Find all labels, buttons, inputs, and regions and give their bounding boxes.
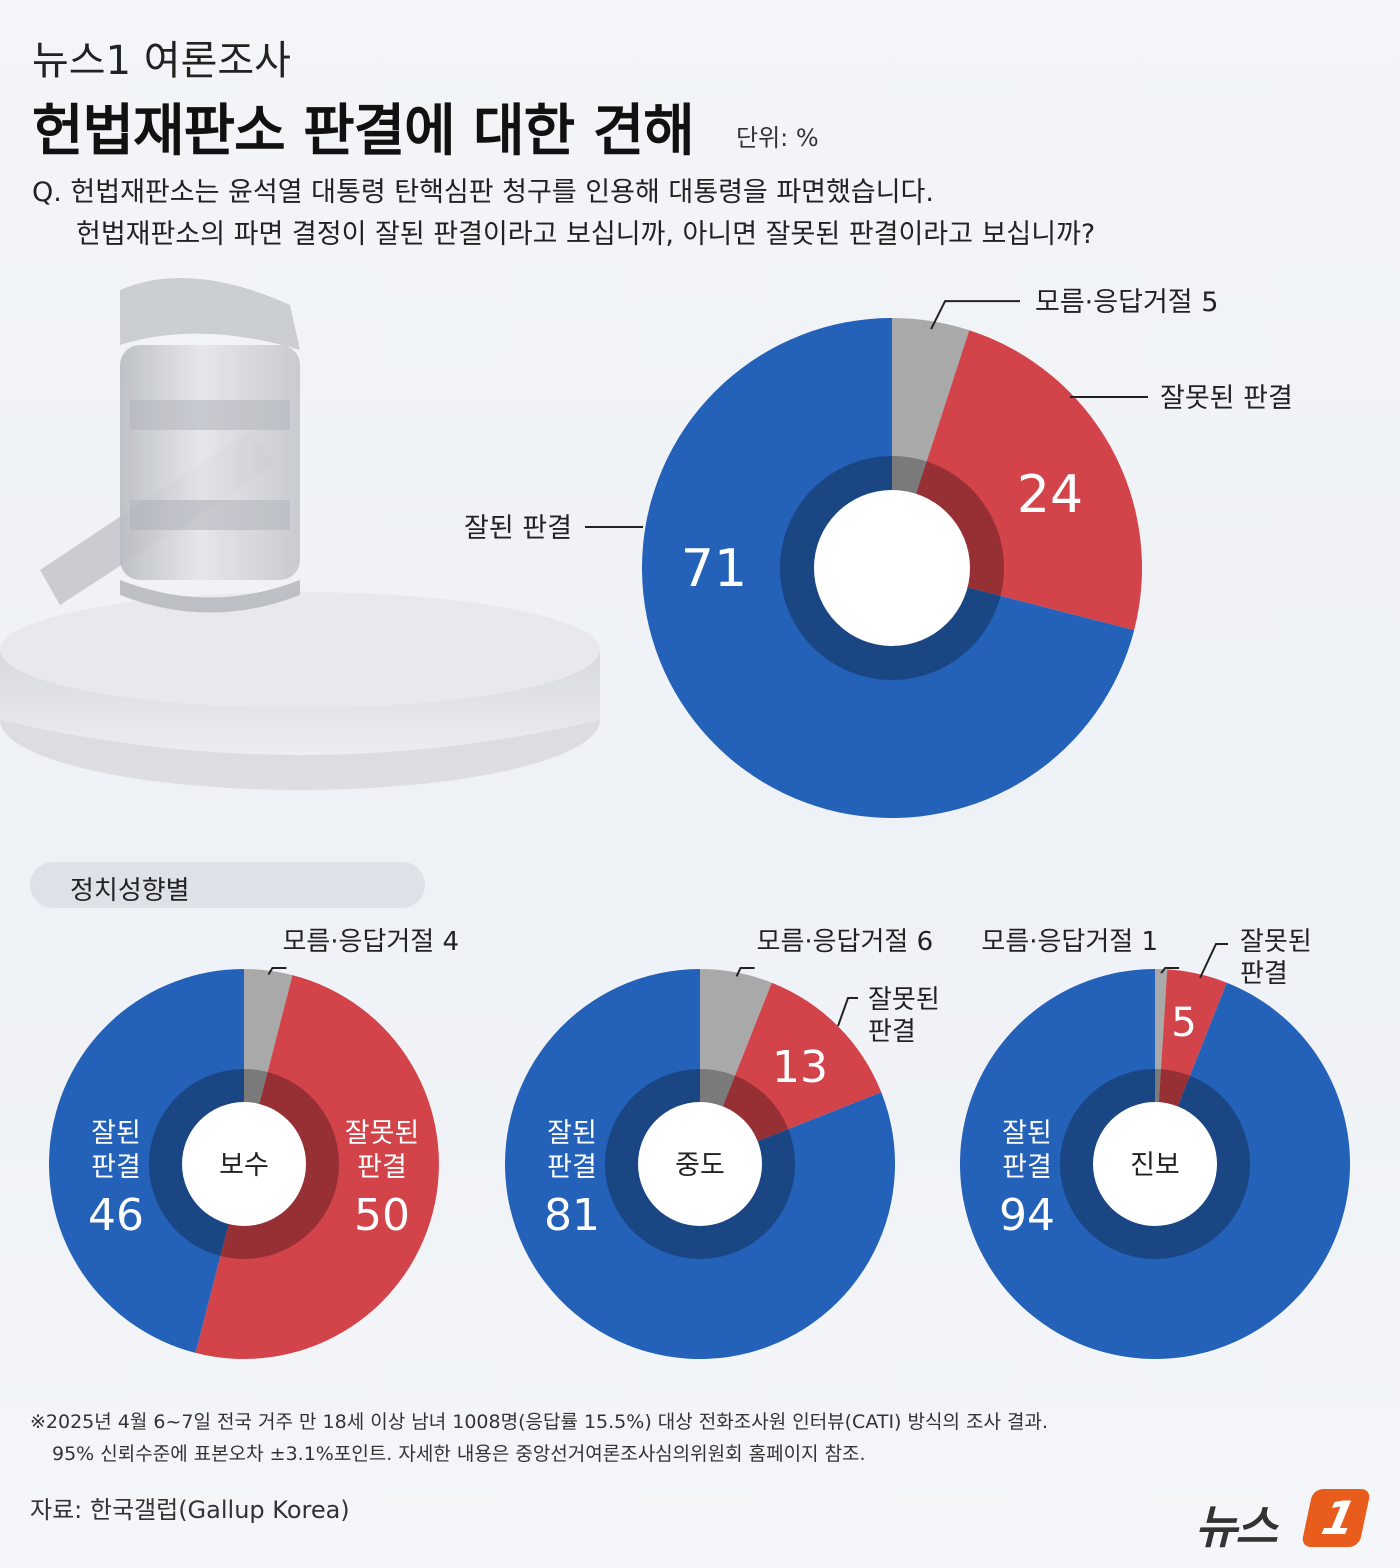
gavel-head: [120, 278, 300, 613]
progressive-bad-label-2: 판결: [1240, 959, 1288, 989]
survey-note: ※2025년 4월 6~7일 전국 거주 만 18세 이상 남녀 1008명(응…: [30, 1406, 1048, 1470]
conservative-unknown-leader: [267, 967, 287, 976]
question-line-1: Q. 헌법재판소는 윤석열 대통령 탄핵심판 청구를 인용해 대통령을 파면했습…: [32, 177, 934, 208]
question-line-2: 헌법재판소의 파면 결정이 잘된 판결이라고 보십니까, 아니면 잘못된 판결이…: [76, 219, 1096, 250]
moderate-bad-label-1: 잘못된: [868, 985, 940, 1015]
kicker: 뉴스1 여론조사: [32, 38, 291, 84]
note-line-1: ※2025년 4월 6~7일 전국 거주 만 18세 이상 남녀 1008명(응…: [30, 1411, 1048, 1433]
moderate-good-label-1: 잘된: [547, 1118, 597, 1149]
progressive-bad-leader: [1199, 943, 1228, 979]
logo-badge: 1: [1300, 1489, 1372, 1547]
moderate-bad-value: 13: [772, 1042, 828, 1093]
overall-bad-value: 24: [1017, 465, 1083, 525]
conservative-good-slice: [49, 969, 245, 1353]
progressive-unknown-label: 모름·응답거절 1: [981, 927, 1158, 957]
progressive-unknown-leader: [1160, 967, 1180, 974]
progressive-good-value: 94: [999, 1190, 1055, 1241]
conservative-bad-label-2: 판결: [357, 1152, 407, 1183]
moderate-good-value: 81: [544, 1190, 600, 1241]
progressive-good-label-2: 판결: [1002, 1152, 1052, 1183]
conservative-good-label-2: 판결: [91, 1152, 141, 1183]
source-label: 자료: 한국갤럽(Gallup Korea): [30, 1496, 350, 1524]
moderate-bad-label-2: 판결: [868, 1017, 916, 1047]
gavel-illustration: [0, 278, 600, 790]
overall-center-hole: [814, 490, 970, 646]
overall-good-value: 71: [681, 539, 747, 599]
conservative-good-label-1: 잘된: [91, 1118, 141, 1149]
gavel-base: [0, 592, 600, 790]
news1-logo: 뉴스 1: [1195, 1485, 1375, 1555]
section-label-pill: 정치성향별: [30, 862, 425, 908]
note-line-2: 95% 신뢰수준에 표본오차 ±3.1%포인트. 자세한 내용은 중앙선거여론조…: [52, 1443, 866, 1465]
overall-bad-label: 잘못된 판결: [1160, 383, 1293, 414]
conservative-unknown-label: 모름·응답거절 4: [282, 927, 459, 957]
conservative-center-hole: [182, 1102, 306, 1226]
conservative-bad-label-1: 잘못된: [345, 1118, 420, 1149]
conservative-good-value: 46: [88, 1190, 144, 1241]
survey-question: Q. 헌법재판소는 윤석열 대통령 탄핵심판 청구를 인용해 대통령을 파면했습…: [32, 172, 1095, 256]
progressive-center-hole: [1093, 1102, 1217, 1226]
moderate-center-label: 중도: [675, 1150, 725, 1181]
chart-title: 헌법재판소 판결에 대한 견해: [32, 99, 695, 164]
conservative-center-label: 보수: [219, 1150, 269, 1181]
conservative-bad-slice: [195, 975, 439, 1359]
progressive-good-label-1: 잘된: [1002, 1118, 1052, 1149]
moderate-unknown-leader: [735, 967, 755, 977]
moderate-bad-slice: [700, 982, 882, 1164]
moderate-center-hole: [638, 1102, 762, 1226]
conservative-bad-value: 50: [354, 1190, 410, 1241]
section-label: 정치성향별: [70, 876, 190, 906]
overall-unknown-leader: [930, 300, 1020, 330]
overall-unknown-label: 모름·응답거절 5: [1035, 287, 1218, 318]
moderate-bad-leader: [837, 997, 858, 1027]
progressive-bad-label-1: 잘못된: [1240, 927, 1312, 957]
logo-badge-number: 1: [1317, 1491, 1361, 1545]
overall-good-label: 잘된 판결: [464, 513, 572, 544]
logo-text: 뉴스: [1195, 1500, 1278, 1554]
unit-label: 단위: %: [736, 124, 819, 152]
moderate-unknown-label: 모름·응답거절 6: [757, 927, 934, 957]
progressive-bad-value: 5: [1171, 1000, 1196, 1046]
moderate-good-label-2: 판결: [547, 1152, 597, 1183]
progressive-center-label: 진보: [1130, 1150, 1180, 1181]
